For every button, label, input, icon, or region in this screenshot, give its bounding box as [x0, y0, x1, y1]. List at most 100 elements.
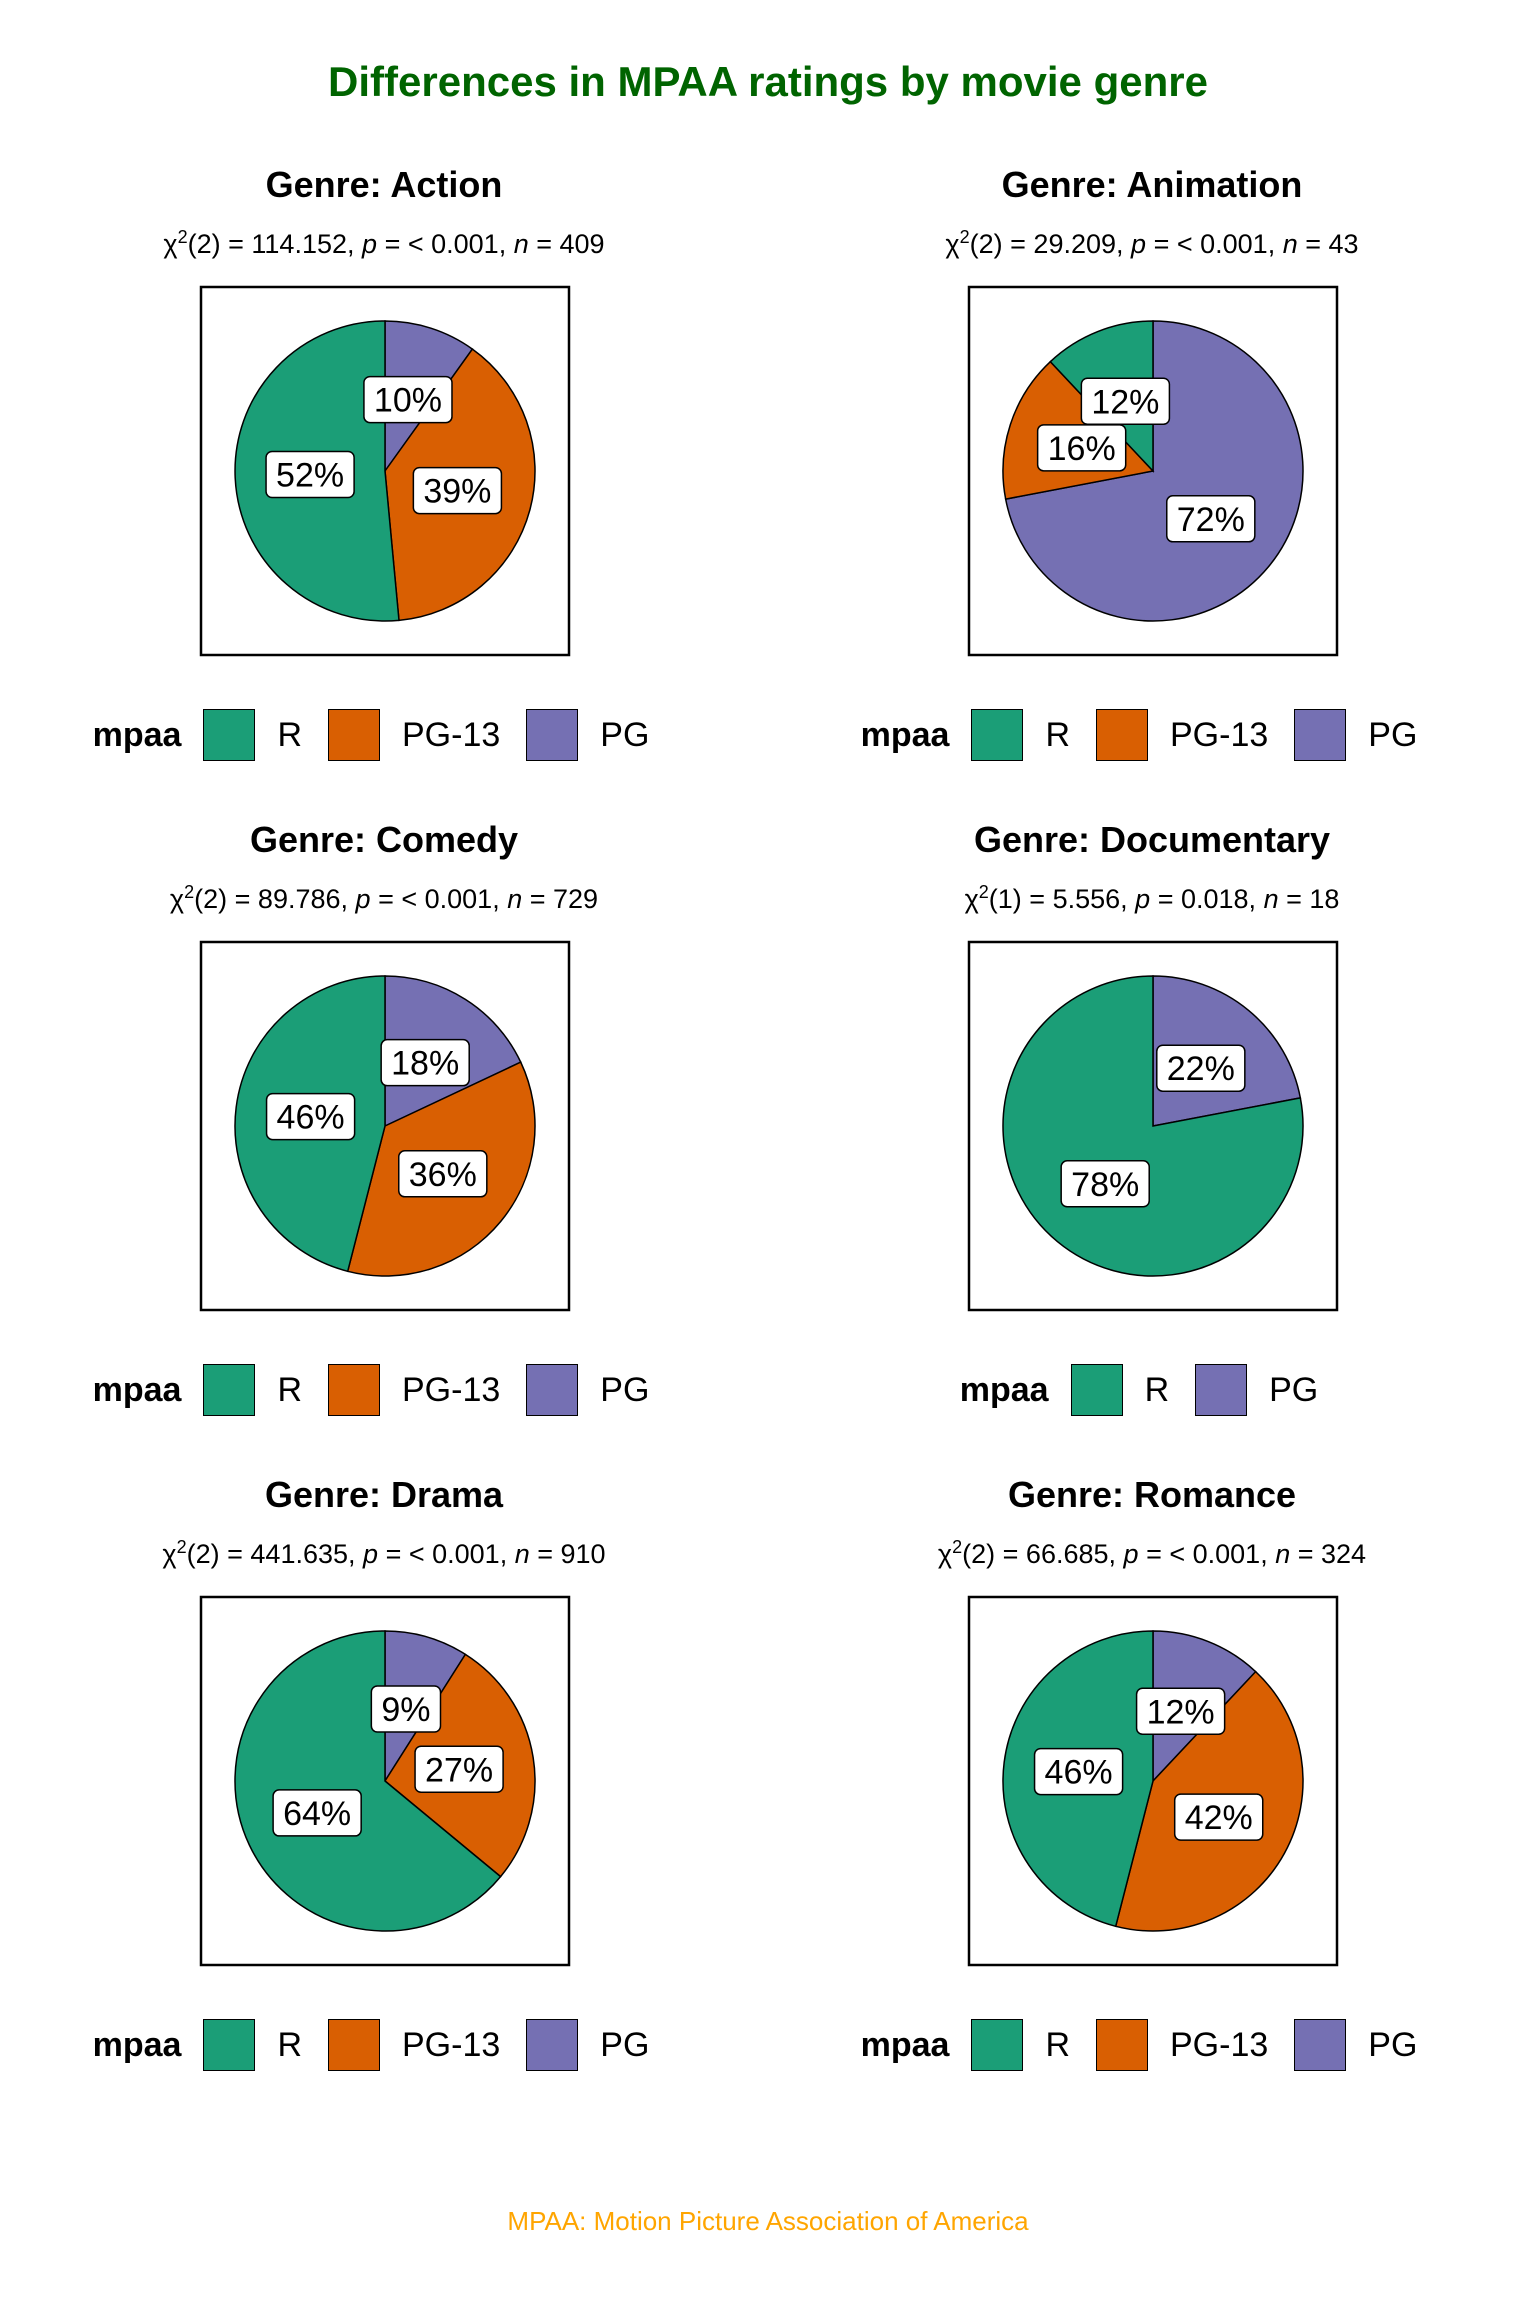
legend-key [328, 1364, 380, 1416]
pie-panel: Genre: Animation χ2(2) = 29.209, p = < 0.… [768, 165, 1536, 825]
slice-label-box [363, 375, 453, 424]
legend-label: PG [1269, 1370, 1319, 1409]
stat-n: 910 [560, 1539, 606, 1569]
legend-key [526, 1364, 579, 1416]
stat-p: 0.018 [1180, 884, 1249, 914]
panel-title: Genre: Romance [1007, 1474, 1297, 1515]
pie-chart: 18% 36% 46% [199, 940, 571, 1312]
legend-label: R [277, 2025, 302, 2064]
panel-title: Genre: Comedy [249, 819, 519, 860]
legend-label: PG [600, 1370, 650, 1409]
slice-percent-label: 12% [1147, 1693, 1215, 1731]
legend-key [1294, 2019, 1347, 2071]
slice-percent-label: 42% [1185, 1799, 1253, 1837]
legend-key [203, 1364, 256, 1416]
legend-key [328, 709, 380, 761]
slice-label-box [1036, 424, 1127, 472]
slice-percent-label: 16% [1048, 430, 1116, 468]
legend-key [1294, 709, 1347, 761]
legend-label: R [1045, 2025, 1070, 2064]
stat-n: 324 [1321, 1539, 1367, 1569]
panel-title: Genre: Animation [1001, 164, 1303, 205]
pie-chart: 22% 78% [967, 940, 1339, 1312]
legend-label: PG-13 [402, 1370, 501, 1409]
pie-chart: 12% 42% 46% [967, 1595, 1339, 1967]
legend-title: mpaa [860, 2025, 950, 2064]
pie-slice-pg [1004, 320, 1304, 622]
panel-statistics: χ2(2) = 89.786, p = < 0.001, n = 729 [169, 882, 599, 914]
legend-item-pg: PG [1294, 709, 1417, 761]
stat-chi: 5.556 [1052, 884, 1121, 914]
legend-item-r: R [203, 1364, 302, 1416]
stat-n: 18 [1309, 884, 1340, 914]
slice-percent-label: 39% [423, 473, 491, 511]
stat-n: 409 [559, 229, 605, 259]
slice-label-box [370, 1685, 442, 1733]
stat-p: < 0.001 [407, 229, 499, 259]
pie-panel: Genre: Romance χ2(2) = 66.685, p = < 0.00… [768, 1475, 1536, 2135]
legend-item-pg: PG [1294, 2019, 1417, 2071]
slice-label-box [1080, 377, 1171, 426]
panel-statistics: χ2(2) = 114.152, p = < 0.001, n = 409 [163, 227, 605, 259]
slice-percent-label: 78% [1071, 1166, 1139, 1204]
stat-p: < 0.001 [1169, 1539, 1261, 1569]
slice-label-box [398, 1150, 488, 1198]
legend-label: PG [1368, 715, 1418, 754]
panel-title: Genre: Action [265, 164, 503, 205]
stat-p: < 0.001 [1176, 229, 1268, 259]
pie-panel: Genre: Documentary χ2(1) = 5.556, p = 0.0… [768, 820, 1536, 1480]
legend-label: PG-13 [1170, 715, 1269, 754]
slice-label-box [1166, 495, 1256, 543]
legend-item-pg-13: PG-13 [328, 1364, 500, 1416]
pie-panel: Genre: Action χ2(2) = 114.152, p = < 0.00… [0, 165, 768, 825]
legend-label: R [1144, 1370, 1170, 1409]
panel-statistics: χ2(2) = 441.635, p = < 0.001, n = 910 [162, 1537, 606, 1569]
slice-label-box [1135, 1687, 1226, 1736]
legend: mpaa R PG-13 PG [0, 2015, 768, 2075]
pie-panel: Genre: Drama χ2(2) = 441.635, p = < 0.001… [0, 1475, 768, 2135]
stat-df: 2 [978, 229, 994, 259]
legend-label: PG-13 [402, 715, 501, 754]
slice-percent-label: 72% [1177, 501, 1245, 539]
legend: mpaa R PG-13 PG [0, 705, 768, 765]
legend-item-r: R [971, 709, 1070, 761]
stat-df: 2 [196, 229, 212, 259]
panel-statistics: χ2(2) = 29.209, p = < 0.001, n = 43 [945, 227, 1359, 259]
legend-item-pg-13: PG-13 [328, 2019, 500, 2071]
stat-chi: 89.786 [257, 884, 341, 914]
legend-key [526, 2019, 579, 2071]
legend-title: mpaa [959, 1370, 1049, 1409]
legend-item-r: R [1070, 1364, 1170, 1416]
stat-n: 43 [1328, 229, 1359, 259]
legend-title: mpaa [860, 715, 950, 754]
panel-statistics: χ2(2) = 66.685, p = < 0.001, n = 324 [937, 1537, 1367, 1569]
legend-item-pg-13: PG-13 [1096, 709, 1268, 761]
legend-item-pg: PG [1195, 1364, 1318, 1416]
legend: mpaa R PG-13 PG [768, 705, 1536, 765]
legend-title: mpaa [92, 2025, 182, 2064]
slice-label-box [380, 1038, 470, 1087]
legend-label: PG [600, 2025, 650, 2064]
legend-item-r: R [203, 709, 302, 761]
legend-item-pg: PG [526, 709, 649, 761]
legend-label: PG-13 [402, 2025, 501, 2064]
caption: MPAA: Motion Picture Association of Amer… [507, 2206, 1029, 2236]
legend-key [203, 2019, 256, 2071]
pie-chart: 10% 39% 52% [199, 285, 571, 657]
stat-chi: 114.152 [251, 229, 348, 259]
slice-label-box [1156, 1044, 1246, 1092]
stat-chi: 66.685 [1025, 1539, 1109, 1569]
legend-key [1195, 1364, 1248, 1416]
slice-percent-label: 22% [1167, 1050, 1235, 1088]
legend-key [526, 709, 579, 761]
legend-item-r: R [203, 2019, 302, 2071]
slice-percent-label: 52% [276, 456, 344, 494]
slice-percent-label: 64% [283, 1795, 351, 1833]
legend-key [328, 2019, 380, 2071]
legend-label: R [277, 715, 302, 754]
legend-item-pg: PG [526, 1364, 649, 1416]
legend-key [971, 709, 1024, 761]
slice-percent-label: 36% [409, 1156, 477, 1194]
legend: mpaa R PG-13 PG [0, 1360, 768, 1420]
slice-label-box [265, 450, 355, 499]
